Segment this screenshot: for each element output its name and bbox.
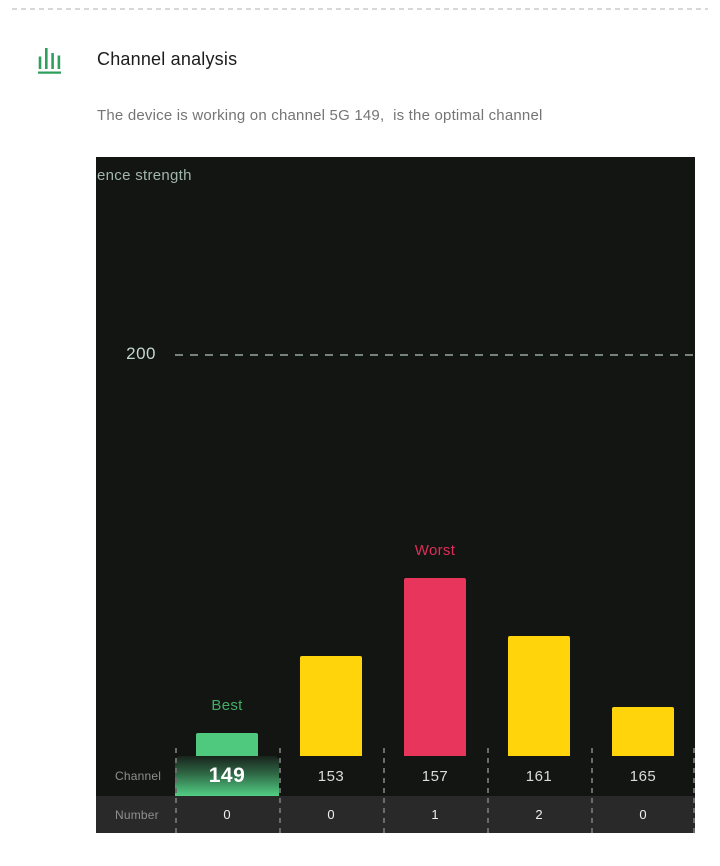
bar-chart-icon	[34, 44, 64, 74]
column-separator	[383, 748, 385, 833]
number-row: Number 0 0 1 2 0	[96, 796, 695, 833]
column-separator	[175, 748, 177, 833]
channel-value: 153	[317, 767, 345, 785]
bar-channel-161	[508, 636, 570, 756]
channel-value: 165	[629, 767, 657, 785]
column-separator	[693, 748, 695, 833]
active-channel-highlight	[175, 756, 279, 796]
channel-value: 149	[208, 764, 246, 787]
plot-area: Best Worst	[175, 157, 695, 756]
number-value: 2	[535, 807, 543, 822]
number-cell-165: 0	[591, 796, 695, 833]
bar-channel-149	[196, 733, 258, 756]
number-cell-153: 0	[279, 796, 383, 833]
channel-cell-149: 149	[175, 756, 279, 796]
channel-chart: ence strength 200 Best Worst Channel 149 1…	[96, 157, 695, 833]
column-separator	[487, 748, 489, 833]
bar-channel-165	[612, 707, 674, 756]
number-row-label: Number	[115, 807, 159, 822]
interference-strength-label: ence strength	[97, 167, 192, 184]
channel-status-text: The device is working on channel 5G 149,…	[97, 107, 543, 124]
column-separator	[591, 748, 593, 833]
channel-value: 161	[525, 767, 553, 785]
number-cell-149: 0	[175, 796, 279, 833]
page-title: Channel analysis	[97, 48, 238, 69]
channel-row: Channel 149 153 157 161 165	[96, 756, 695, 796]
channel-cell-153: 153	[279, 756, 383, 796]
chart-column-157: Worst	[383, 157, 487, 756]
bar-channel-157	[404, 578, 466, 756]
column-separator	[279, 748, 281, 833]
number-value: 1	[431, 807, 439, 822]
number-value: 0	[327, 807, 335, 822]
channel-row-label: Channel	[115, 769, 162, 783]
top-dashed-divider	[12, 8, 708, 10]
reference-value-label: 200	[126, 344, 156, 363]
number-cell-161: 2	[487, 796, 591, 833]
number-value: 0	[223, 807, 231, 822]
tag-worst: Worst	[414, 542, 456, 559]
reference-dashed-line	[175, 354, 695, 356]
section-header: Channel analysis	[34, 44, 237, 74]
channel-value: 157	[421, 767, 449, 785]
chart-column-165	[591, 157, 695, 756]
number-cell-157: 1	[383, 796, 487, 833]
channel-cell-165: 165	[591, 756, 695, 796]
channel-cell-161: 161	[487, 756, 591, 796]
tag-best: Best	[211, 697, 243, 714]
chart-column-149: Best	[175, 157, 279, 756]
channel-cell-157: 157	[383, 756, 487, 796]
bar-channel-153	[300, 656, 362, 756]
number-value: 0	[639, 807, 647, 822]
chart-column-153	[279, 157, 383, 756]
chart-column-161	[487, 157, 591, 756]
